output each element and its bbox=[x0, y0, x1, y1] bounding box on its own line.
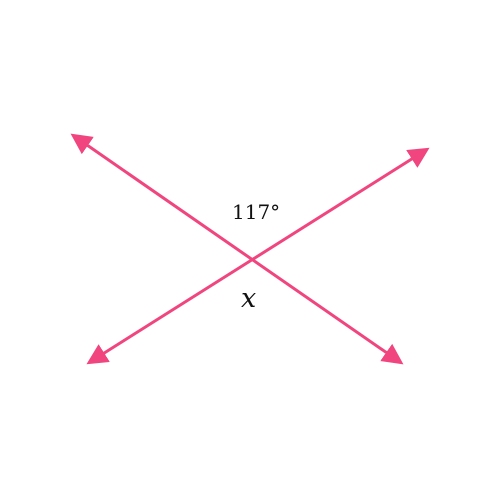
angle-label-known: 117° bbox=[232, 200, 280, 224]
angle-label-unknown: x bbox=[241, 283, 256, 314]
line-ascending bbox=[86, 147, 430, 365]
line-descending bbox=[70, 133, 404, 365]
